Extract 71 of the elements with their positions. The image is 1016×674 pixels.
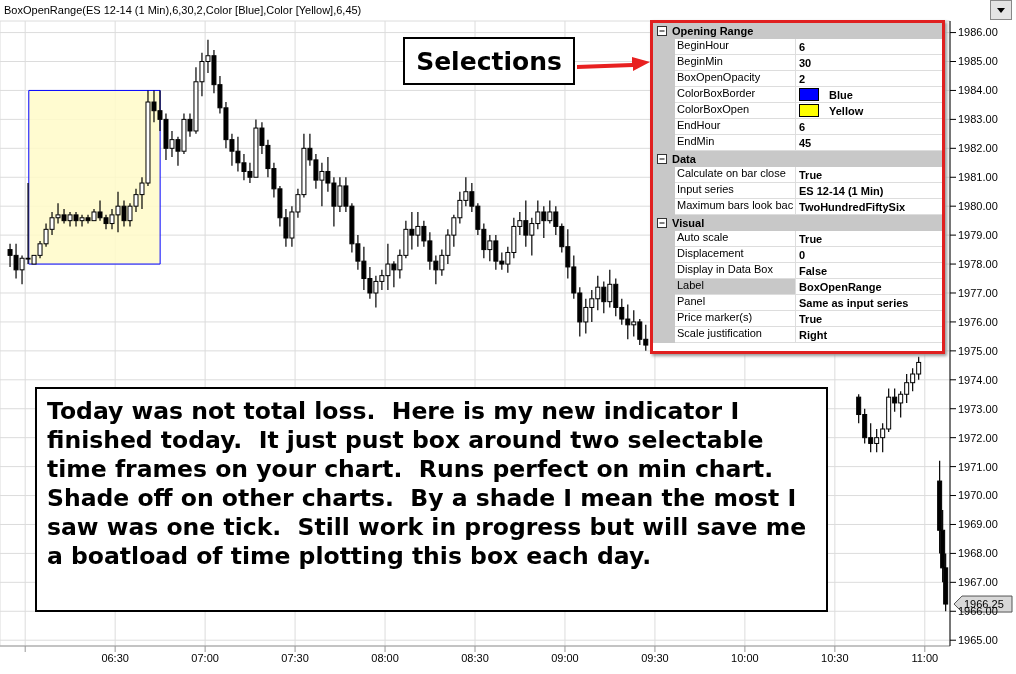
annotation: Auto scale xyxy=(675,231,796,247)
annotation: 6 xyxy=(796,119,942,135)
annotation: Selections xyxy=(403,37,575,85)
y-tick-label: 1970.00 xyxy=(958,489,998,502)
annotation: BeginHour xyxy=(675,39,796,55)
annotation: Opening Range xyxy=(672,25,754,37)
annotation: Same as input series xyxy=(796,295,942,311)
y-tick-label: 1981.00 xyxy=(958,171,998,184)
y-tick-label: 1974.00 xyxy=(958,373,998,386)
annotation: ColorBoxBorder xyxy=(675,87,796,103)
x-tick-label: 09:00 xyxy=(551,651,579,664)
y-tick-label: 1967.00 xyxy=(958,576,998,589)
annotation: ColorBoxOpen xyxy=(675,103,796,119)
annotation: EndMin xyxy=(675,135,796,151)
chart-title: BoxOpenRange(ES 12-14 (1 Min),6,30,2,Color [Blue],Color [Yellow],6,45) xyxy=(4,4,362,16)
x-tick-label: 09:30 xyxy=(641,651,669,664)
x-tick-label: 07:00 xyxy=(191,651,219,664)
y-tick-label: 1977.00 xyxy=(958,286,998,299)
y-tick-label: 1972.00 xyxy=(958,431,998,444)
annotation: Visual xyxy=(672,217,705,229)
annotation: True xyxy=(796,167,942,183)
annotation: ES 12-14 (1 Min) xyxy=(796,183,942,199)
annotation: 30 xyxy=(796,55,942,71)
y-tick-label: 1975.00 xyxy=(958,344,998,357)
annotation: Label xyxy=(675,279,796,295)
annotation: Input series xyxy=(675,183,796,199)
y-tick-label: 1976.00 xyxy=(958,315,998,328)
y-tick-label: 1982.00 xyxy=(958,142,998,155)
annotation: Yellow xyxy=(796,103,942,119)
y-tick-label: 1984.00 xyxy=(958,84,998,97)
annotation: BoxOpenRange xyxy=(796,279,942,295)
annotation: True xyxy=(796,311,942,327)
annotation: Panel xyxy=(675,295,796,311)
y-tick-label: 1969.00 xyxy=(958,518,998,531)
annotation: Scale justification xyxy=(675,327,796,343)
x-tick-label: 10:00 xyxy=(731,651,759,664)
annotation: Blue xyxy=(796,87,942,103)
y-tick-label: 1965.00 xyxy=(958,634,998,647)
y-tick-label: 1980.00 xyxy=(958,200,998,213)
annotation: Data xyxy=(672,153,696,165)
x-tick-label: 10:30 xyxy=(821,651,849,664)
annotation: 6 xyxy=(796,39,942,55)
annotation: 0 xyxy=(796,247,942,263)
annotation: True xyxy=(796,231,942,247)
annotation: BoxOpenOpacity xyxy=(675,71,796,87)
annotation: Maximum bars look bac xyxy=(675,199,796,215)
y-tick-label: 1985.00 xyxy=(958,55,998,68)
annotation: Display in Data Box xyxy=(675,263,796,279)
y-tick-label: 1973.00 xyxy=(958,402,998,415)
x-tick-label: 07:30 xyxy=(281,651,309,664)
annotation: EndHour xyxy=(675,119,796,135)
annotation: TwoHundredFiftySix xyxy=(796,199,942,215)
annotation: Displacement xyxy=(675,247,796,263)
y-tick-label: 1986.00 xyxy=(958,26,998,39)
annotation: False xyxy=(796,263,942,279)
y-tick-label: 1979.00 xyxy=(958,229,998,242)
x-tick-label: 08:00 xyxy=(371,651,399,664)
annotation: BeginMin xyxy=(675,55,796,71)
annotation: 2 xyxy=(796,71,942,87)
annotation: 45 xyxy=(796,135,942,151)
y-tick-label: 1983.00 xyxy=(958,113,998,126)
x-tick-label: 08:30 xyxy=(461,651,489,664)
annotation: Calculate on bar close xyxy=(675,167,796,183)
y-tick-label: 1971.00 xyxy=(958,460,998,473)
annotation: Price marker(s) xyxy=(675,311,796,327)
annotation: Today was not total loss. Here is my new indicator I finished today. It just pust box around two selectable time frames on your chart. Runs perfect on min chart. Shade off on other charts. By a shade I mean the most I saw was one tick. Still work in progress but will save me a boatload of time plotting this box each day. xyxy=(35,387,828,612)
x-tick-label: 11:00 xyxy=(911,651,939,664)
x-tick-label: 06:30 xyxy=(101,651,129,664)
y-tick-label: 1978.00 xyxy=(958,257,998,270)
y-tick-label: 1968.00 xyxy=(958,547,998,560)
annotation: Right xyxy=(796,327,942,343)
